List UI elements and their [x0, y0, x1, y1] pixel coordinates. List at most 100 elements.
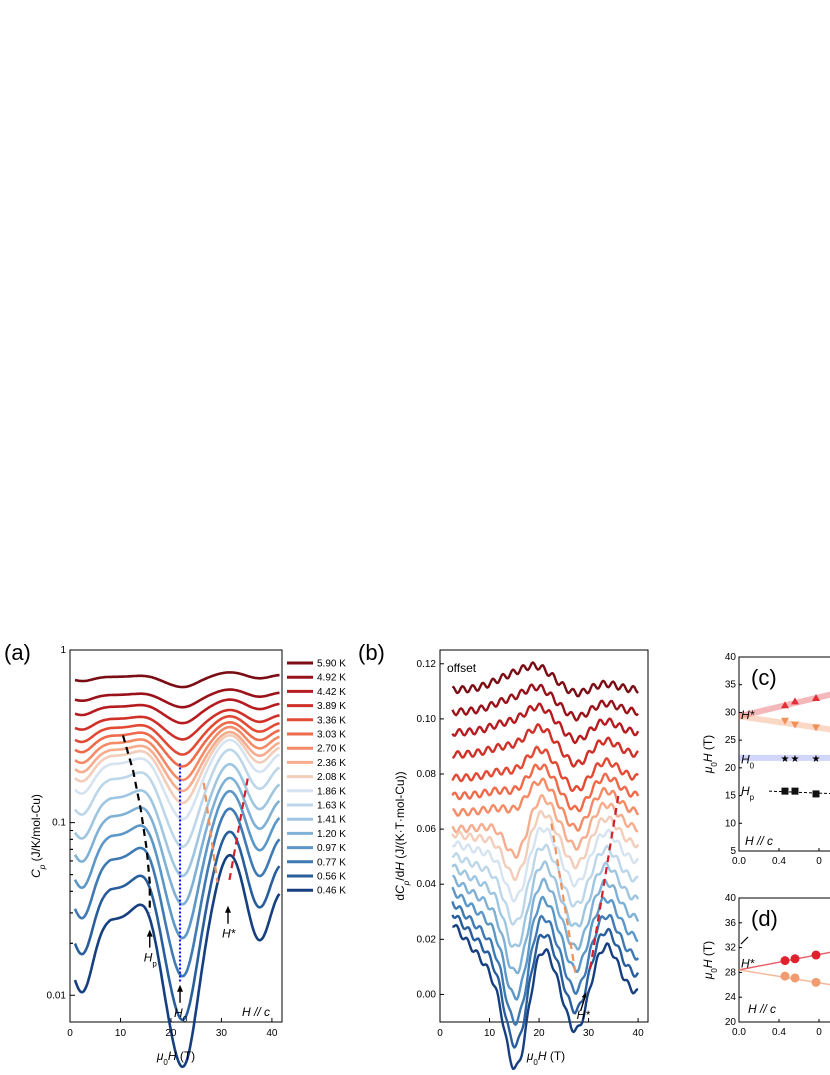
dcdh-curve-5-90-K: [451, 661, 639, 698]
panel-b: (b) 0 10 20 30 40 0.00 0.02 0.04 0.06 0.08 0.10 0.1…: [358, 640, 649, 1070]
d-y-tick-label: 40: [725, 893, 737, 904]
legend-label: 0.46 K: [317, 886, 346, 897]
d-hstar-arrow: [740, 936, 749, 945]
d-point-circle: [780, 956, 790, 966]
legend-label: 1.20 K: [317, 829, 346, 840]
c-point-star: ★: [812, 754, 821, 765]
y-tick-label: 0.01: [47, 990, 67, 1001]
c-series-label: H*: [741, 708, 755, 722]
y-tick-label: 0.08: [417, 769, 437, 780]
panel-a-ticks: 0 10 20 30 40 0.01 0.1 1: [47, 645, 278, 1039]
panel-b-ylabel: dCp/dH (J/(K·T·mol-Cu)): [393, 771, 411, 900]
marker-arrow-head: [146, 929, 153, 937]
c-point-triangle-down: [812, 724, 820, 732]
curve-1-41-K: [73, 762, 281, 878]
legend-label: 2.36 K: [317, 758, 346, 769]
c-point-square: [781, 787, 789, 795]
panel-a-markers: Hp H0 H*: [144, 905, 236, 1024]
x-tick-label: 40: [633, 1028, 645, 1039]
c-y-tick-label: 20: [725, 763, 737, 774]
panel-a-annotation: H // c: [242, 1005, 270, 1019]
c-fit-line: [738, 691, 830, 720]
panel-b-annotation: offset: [447, 661, 477, 675]
panel-a-ylabel: Cp (J/K/mol-Cu): [29, 794, 47, 878]
curve-0-77-K: [73, 807, 281, 978]
xlabel-zero: 0: [163, 1058, 168, 1067]
hstar-lower-guide-line: [550, 823, 578, 979]
dcdh-curve-0-77-K: [451, 901, 640, 1026]
dcdh-curve-2-36-K: [451, 793, 639, 859]
c-y-tick-label: 15: [725, 791, 737, 802]
legend-label: 2.70 K: [317, 744, 346, 755]
dcdh-curve-1-20-K: [452, 874, 640, 975]
c-series-label: H0: [741, 753, 755, 771]
panel-d-plot: H*: [738, 936, 830, 987]
d-x-tick-label: 0.0: [732, 1027, 746, 1038]
legend-label: 3.89 K: [317, 701, 346, 712]
d-x-tick-label: 0: [816, 1027, 822, 1038]
panel-d-letter: (d): [751, 906, 778, 931]
xlabel-zero: 0: [533, 1058, 538, 1067]
ylabel-unit: (J/(K·T·mol-Cu)): [393, 771, 407, 862]
d-point-circle: [790, 954, 800, 964]
panel-a-curves: [73, 671, 281, 1069]
ylabel-h: H: [393, 862, 407, 871]
c-y-tick-label: 30: [725, 707, 737, 718]
hstar-upper-guide-line: [588, 795, 620, 973]
legend-label: 1.63 K: [317, 801, 346, 812]
dcdh-curve-4-92-K: [451, 683, 639, 722]
x-tick-label: 10: [484, 1028, 496, 1039]
panel-a-xlabel: μ0H (T): [156, 1049, 195, 1067]
c-point-square: [812, 790, 820, 798]
curve-0-46-K: [73, 853, 281, 1069]
ylabel-p: p: [38, 864, 47, 870]
dcdh-curve-0-46-K: [452, 923, 639, 1070]
y-tick-label: 0.00: [417, 989, 437, 1000]
marker-label: Hp: [144, 951, 158, 969]
c-y-tick-label: 10: [725, 818, 737, 829]
panel-a: (a) 0 10 20 30 40 0.01 0.1 1 5.90 K 4.92 K 4.42 K…: [4, 640, 346, 1069]
d-y-tick-label: 36: [725, 918, 737, 929]
dcdh-curve-0-56-K: [451, 914, 640, 1049]
dcdh-curve-2-08-K: [451, 809, 640, 882]
d-point-circle: [811, 950, 821, 960]
curve-2-70-K: [74, 725, 280, 782]
ylabel-mu: μ: [701, 766, 715, 774]
panel-c-ylabel: μ0H (T): [701, 735, 719, 774]
legend-label: 4.92 K: [317, 673, 346, 684]
c-series-label: Hp: [741, 784, 755, 802]
y-tick-label: 0.02: [417, 934, 437, 945]
panel-a-legend: 5.90 K 4.92 K 4.42 K 3.89 K 3.36 K 3.03 K 2.70…: [287, 659, 346, 897]
c-point-triangle-up: [812, 694, 820, 702]
c-point-star: ★: [781, 754, 790, 765]
xlabel-unit: (T): [177, 1049, 196, 1063]
xlabel-unit: (T): [547, 1049, 566, 1063]
curve-3-03-K: [74, 721, 280, 768]
xlabel-h: H: [168, 1049, 177, 1063]
ylabel-c: C: [29, 869, 43, 878]
dcdh-curve-0-97-K: [451, 886, 639, 1001]
panel-b-curves: [451, 661, 640, 1070]
ylabel-p: p: [402, 880, 411, 886]
x-tick-label: 10: [115, 1028, 127, 1039]
curve-1-20-K: [73, 776, 281, 906]
c-point-triangle-down: [791, 721, 799, 729]
y-tick-label: 0.04: [417, 879, 437, 890]
marker-label: H0: [174, 1006, 188, 1024]
d-point-circle: [780, 971, 790, 981]
dcdh-curve-3-03-K: [451, 763, 640, 813]
panel-d-ylabel: μ0H (T): [701, 941, 719, 980]
x-tick-label: 20: [533, 1028, 545, 1039]
xlabel-mu: μ: [156, 1049, 164, 1063]
c-point-square: [791, 787, 799, 795]
c-x-tick-label: 0.4: [772, 856, 786, 867]
panel-d-frame: [738, 897, 830, 1023]
curve-0-97-K: [73, 789, 281, 940]
hstar-upper-guide-line: [227, 778, 249, 883]
curve-3-89-K: [74, 708, 280, 741]
curve-4-42-K: [74, 698, 280, 725]
legend-label: 5.90 K: [317, 659, 346, 670]
curve-3-36-K: [74, 715, 280, 756]
panel-b-ticks: 0 10 20 30 40 0.00 0.02 0.04 0.06 0.08 0.10 0.12: [417, 659, 645, 1039]
